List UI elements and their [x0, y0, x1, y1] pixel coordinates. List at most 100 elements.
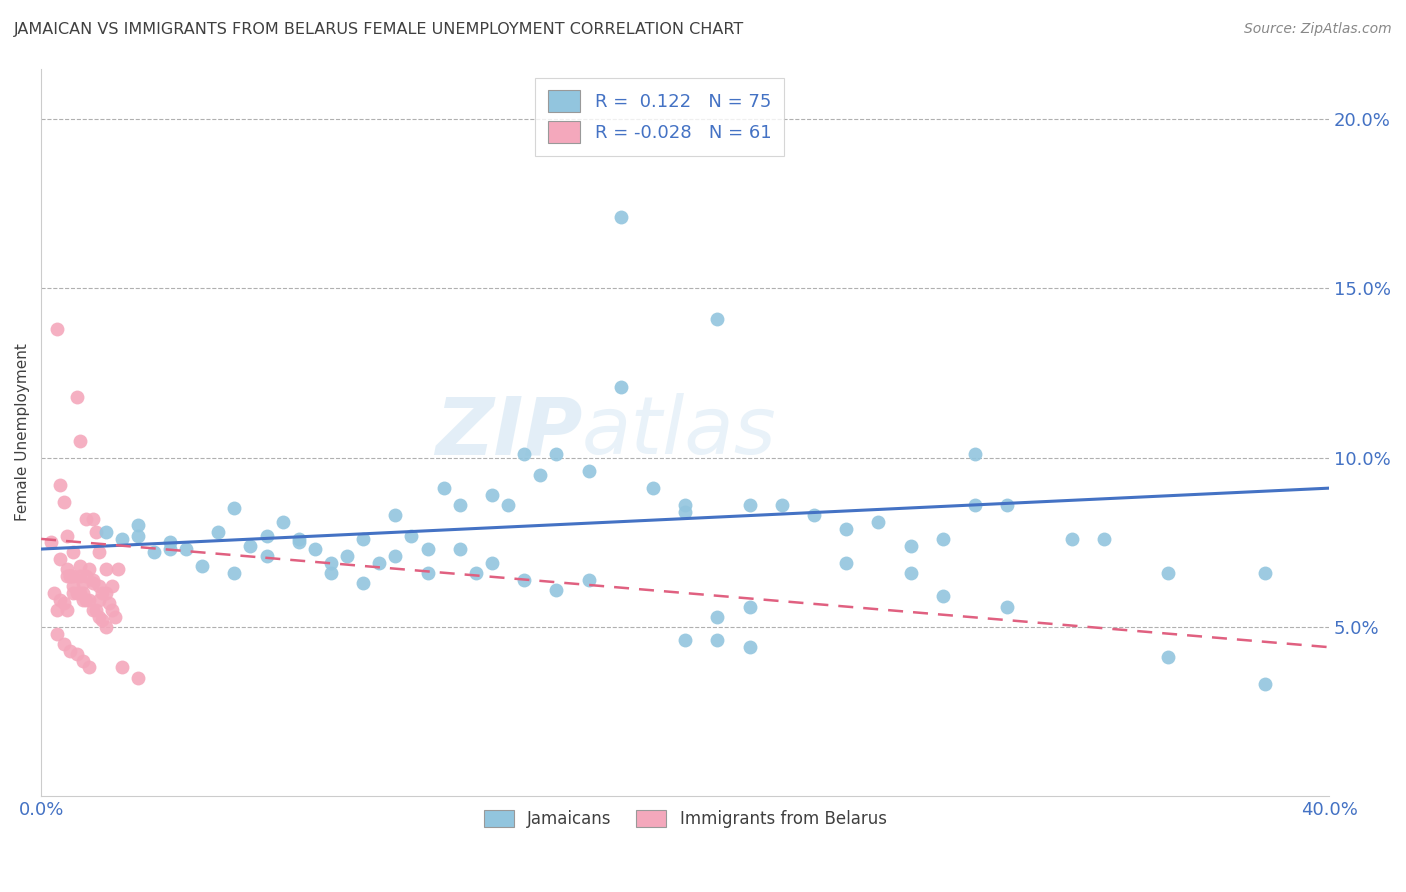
Point: [738, 498, 761, 512]
Point: [62, 545, 84, 559]
Point: [65, 390, 87, 404]
Point: [59, 569, 82, 583]
Point: [319, 556, 342, 570]
Legend: Jamaicans, Immigrants from Belarus: Jamaicans, Immigrants from Belarus: [477, 804, 893, 835]
Point: [46, 603, 69, 617]
Point: [69, 569, 91, 583]
Point: [87, 579, 110, 593]
Point: [207, 525, 229, 540]
Point: [609, 211, 631, 225]
Point: [104, 609, 127, 624]
Point: [900, 539, 922, 553]
Point: [82, 511, 104, 525]
Point: [94, 562, 117, 576]
Point: [932, 590, 955, 604]
Point: [546, 447, 568, 461]
Point: [239, 539, 262, 553]
Point: [256, 528, 278, 542]
Point: [174, 542, 197, 557]
Point: [62, 586, 84, 600]
Point: [94, 586, 117, 600]
Point: [416, 542, 439, 557]
Point: [803, 508, 825, 523]
Point: [94, 620, 117, 634]
Point: [65, 586, 87, 600]
Point: [449, 542, 471, 557]
Point: [97, 596, 120, 610]
Point: [1254, 677, 1277, 691]
Point: [49, 477, 72, 491]
Point: [87, 545, 110, 559]
Point: [87, 609, 110, 624]
Point: [79, 562, 101, 576]
Point: [995, 498, 1018, 512]
Point: [384, 508, 406, 523]
Point: [963, 498, 986, 512]
Point: [368, 556, 391, 570]
Point: [75, 569, 97, 583]
Point: [79, 660, 101, 674]
Point: [56, 528, 79, 542]
Point: [91, 586, 114, 600]
Point: [56, 603, 79, 617]
Text: ZIP: ZIP: [434, 393, 582, 471]
Point: [673, 505, 696, 519]
Point: [69, 586, 91, 600]
Point: [352, 575, 374, 590]
Point: [59, 643, 82, 657]
Point: [673, 633, 696, 648]
Point: [287, 535, 309, 549]
Point: [72, 592, 94, 607]
Point: [513, 447, 536, 461]
Point: [49, 552, 72, 566]
Point: [464, 566, 486, 580]
Point: [1254, 566, 1277, 580]
Point: [256, 549, 278, 563]
Point: [609, 379, 631, 393]
Point: [900, 566, 922, 580]
Point: [546, 582, 568, 597]
Point: [59, 569, 82, 583]
Point: [82, 603, 104, 617]
Point: [835, 522, 858, 536]
Point: [401, 528, 423, 542]
Point: [481, 556, 503, 570]
Point: [932, 532, 955, 546]
Point: [79, 592, 101, 607]
Point: [496, 498, 519, 512]
Point: [84, 603, 107, 617]
Point: [304, 542, 326, 557]
Point: [673, 498, 696, 512]
Point: [127, 528, 149, 542]
Point: [578, 573, 600, 587]
Text: JAMAICAN VS IMMIGRANTS FROM BELARUS FEMALE UNEMPLOYMENT CORRELATION CHART: JAMAICAN VS IMMIGRANTS FROM BELARUS FEMA…: [14, 22, 744, 37]
Point: [416, 566, 439, 580]
Point: [69, 558, 91, 573]
Point: [72, 654, 94, 668]
Point: [578, 464, 600, 478]
Text: atlas: atlas: [582, 393, 778, 471]
Point: [56, 562, 79, 576]
Point: [49, 592, 72, 607]
Point: [62, 569, 84, 583]
Point: [995, 599, 1018, 614]
Point: [159, 535, 181, 549]
Point: [384, 549, 406, 563]
Y-axis label: Female Unemployment: Female Unemployment: [15, 343, 30, 521]
Point: [91, 613, 114, 627]
Point: [706, 609, 728, 624]
Point: [271, 515, 294, 529]
Point: [835, 556, 858, 570]
Point: [449, 498, 471, 512]
Point: [65, 647, 87, 661]
Point: [82, 575, 104, 590]
Point: [513, 573, 536, 587]
Point: [101, 603, 124, 617]
Point: [224, 501, 246, 516]
Point: [72, 586, 94, 600]
Point: [82, 573, 104, 587]
Point: [641, 481, 664, 495]
Point: [52, 494, 75, 508]
Point: [287, 532, 309, 546]
Point: [84, 525, 107, 540]
